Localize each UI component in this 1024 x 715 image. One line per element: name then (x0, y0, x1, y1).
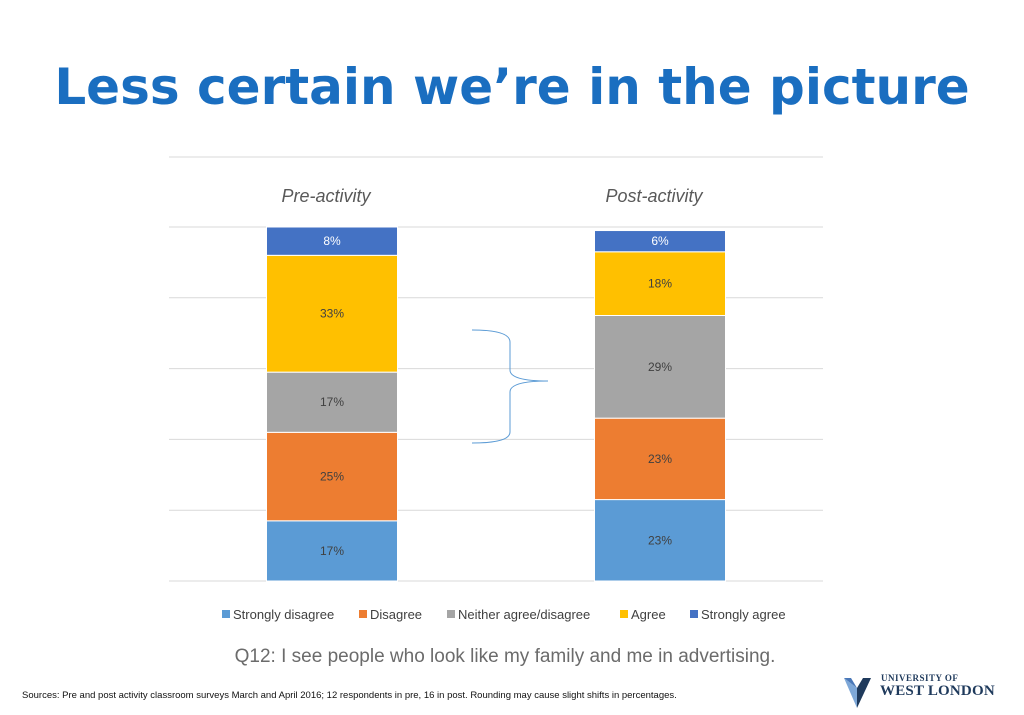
university-logo: UNIVERSITY OF WEST LONDON (841, 670, 1011, 710)
bar-segment (266, 226, 398, 256)
data-label: 29% (648, 360, 672, 374)
data-label: 17% (320, 544, 344, 558)
bar-segment (594, 499, 726, 582)
sources-note: Sources: Pre and post activity classroom… (22, 690, 677, 701)
legend-label: Neither agree/disagree (458, 607, 590, 622)
legend-label: Strongly disagree (233, 607, 334, 622)
data-label: 18% (648, 277, 672, 291)
data-label: 8% (323, 234, 341, 248)
category-label: Pre-activity (281, 186, 371, 206)
data-label: 25% (320, 470, 344, 484)
data-label: 33% (320, 307, 344, 321)
logo-line2: WEST LONDON (880, 683, 995, 699)
bar-segment (266, 431, 398, 522)
data-label: 17% (320, 395, 344, 409)
legend-swatch (222, 610, 230, 618)
logo-emblem-icon (844, 678, 871, 708)
slide-title: Less certain we’re in the picture (54, 58, 970, 116)
logo-line1: UNIVERSITY OF (881, 673, 959, 683)
legend-label: Strongly agree (701, 607, 786, 622)
legend-label: Agree (631, 607, 666, 622)
legend-swatch (620, 610, 628, 618)
legend-label: Disagree (370, 607, 422, 622)
data-label: 6% (651, 234, 669, 248)
bar-segment (594, 315, 726, 419)
data-label: 23% (648, 533, 672, 547)
legend-swatch (359, 610, 367, 618)
bar-segment (594, 417, 726, 501)
bar-segment (594, 230, 726, 253)
legend-swatch (447, 610, 455, 618)
curly-brace (471, 329, 549, 444)
question-caption: Q12: I see people who look like my famil… (234, 646, 776, 667)
bar-segment (594, 251, 726, 316)
category-label: Post-activity (605, 186, 703, 206)
data-label: 23% (648, 452, 672, 466)
legend-swatch (690, 610, 698, 618)
bar-segment (266, 254, 398, 373)
bar-segment (266, 371, 398, 433)
